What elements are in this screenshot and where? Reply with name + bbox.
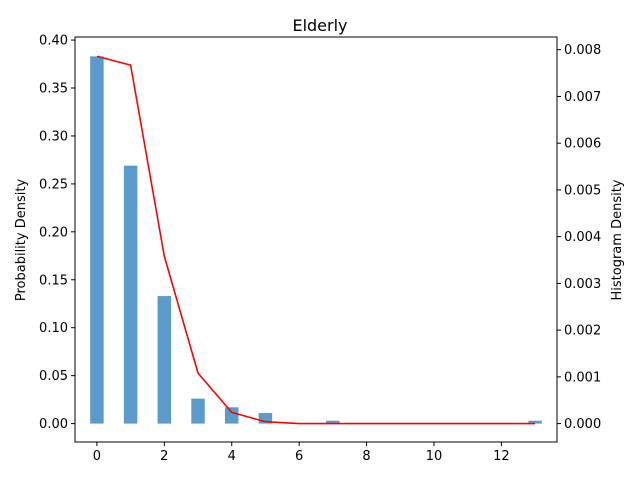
y-tick-label-left: 0.05: [39, 369, 68, 384]
y-tick-label-right: 0.000: [564, 417, 601, 432]
x-tick-label: 8: [362, 449, 370, 464]
x-tick-label: 10: [426, 449, 443, 464]
y-tick-label-left: 0.20: [39, 225, 68, 240]
y-tick-label-left: 0.25: [39, 177, 68, 192]
y-tick-label-right: 0.002: [564, 324, 601, 339]
x-tick-label: 0: [93, 449, 101, 464]
plot-frame: [74, 36, 558, 443]
bar: [528, 420, 542, 424]
ticks-layer: 0 2 4 6 8 10 12 0.00 0.05 0.10 0.15 0.20 0.25 0.30 0.3…: [39, 34, 601, 464]
bar: [123, 165, 138, 424]
bar: [326, 420, 340, 424]
x-tick-label: 12: [493, 449, 510, 464]
y-tick-label-left: 0.15: [39, 273, 68, 288]
y-tick-label-right: 0.008: [564, 43, 601, 58]
bar: [258, 413, 273, 424]
chart-title: Elderly: [292, 16, 347, 35]
bar: [191, 398, 205, 424]
axes-layer: [74, 36, 558, 443]
y-axis-label-right: Histogram Density: [610, 179, 625, 300]
bar: [224, 407, 239, 424]
x-tick-label: 2: [160, 449, 168, 464]
y-tick-label-right: 0.004: [564, 230, 601, 245]
y-tick-label-right: 0.003: [564, 277, 601, 292]
bar: [157, 296, 172, 424]
y-tick-label-right: 0.001: [564, 370, 601, 385]
y-tick-label-left: 0.00: [39, 417, 68, 432]
y-tick-label-right: 0.007: [564, 90, 601, 105]
y-tick-label-right: 0.005: [564, 183, 601, 198]
density-line: [96, 55, 536, 425]
y-tick-label-left: 0.10: [39, 321, 68, 336]
y-tick-label-left: 0.40: [39, 34, 68, 49]
x-tick-label: 4: [228, 449, 236, 464]
y-tick-label-right: 0.006: [564, 137, 601, 152]
y-tick-label-left: 0.35: [39, 82, 68, 97]
bars-layer: [90, 56, 542, 424]
bar: [90, 56, 104, 424]
y-tick-label-left: 0.30: [39, 129, 68, 144]
line-layer: [96, 55, 536, 425]
y-axis-label-left: Probability Density: [14, 179, 29, 302]
x-tick-label: 6: [295, 449, 303, 464]
